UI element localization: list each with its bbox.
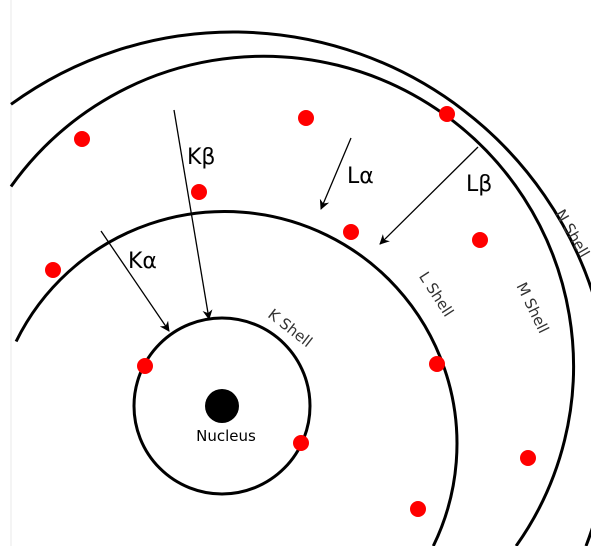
electron-k-1 — [137, 358, 153, 374]
k-beta-label: Kβ — [187, 145, 215, 170]
n-shell-arc — [10, 30, 591, 546]
electron-l-4 — [429, 356, 445, 372]
k-beta-arrow — [173, 109, 213, 320]
l-alpha-arrow — [319, 137, 352, 210]
m-shell-label: M Shell — [513, 279, 553, 336]
electron-n-1 — [439, 106, 455, 122]
nucleus — [205, 389, 239, 423]
l-beta-label: Lβ — [466, 172, 492, 197]
electron-m-3 — [472, 232, 488, 248]
l-shell-arc — [14, 209, 459, 546]
k-alpha-label: Kα — [128, 249, 157, 274]
electron-k-2 — [293, 435, 309, 451]
electron-m-2 — [298, 110, 314, 126]
electrons — [45, 106, 536, 517]
l-alpha-label: Lα — [347, 164, 374, 189]
k-shell-label: K Shell — [264, 305, 315, 351]
electron-l-2 — [191, 184, 207, 200]
electron-m-4 — [520, 450, 536, 466]
electron-l-1 — [45, 262, 61, 278]
electron-l-5 — [410, 501, 426, 517]
n-shell-label: N Shell — [551, 206, 591, 261]
l-shell-label: L Shell — [415, 269, 457, 321]
k-shell-circle — [132, 316, 312, 496]
electron-l-3 — [343, 224, 359, 240]
l-beta-arrow — [379, 146, 479, 245]
k-alpha-arrow — [100, 230, 170, 332]
electron-m-1 — [74, 131, 90, 147]
nucleus-label: Nucleus — [196, 427, 256, 445]
